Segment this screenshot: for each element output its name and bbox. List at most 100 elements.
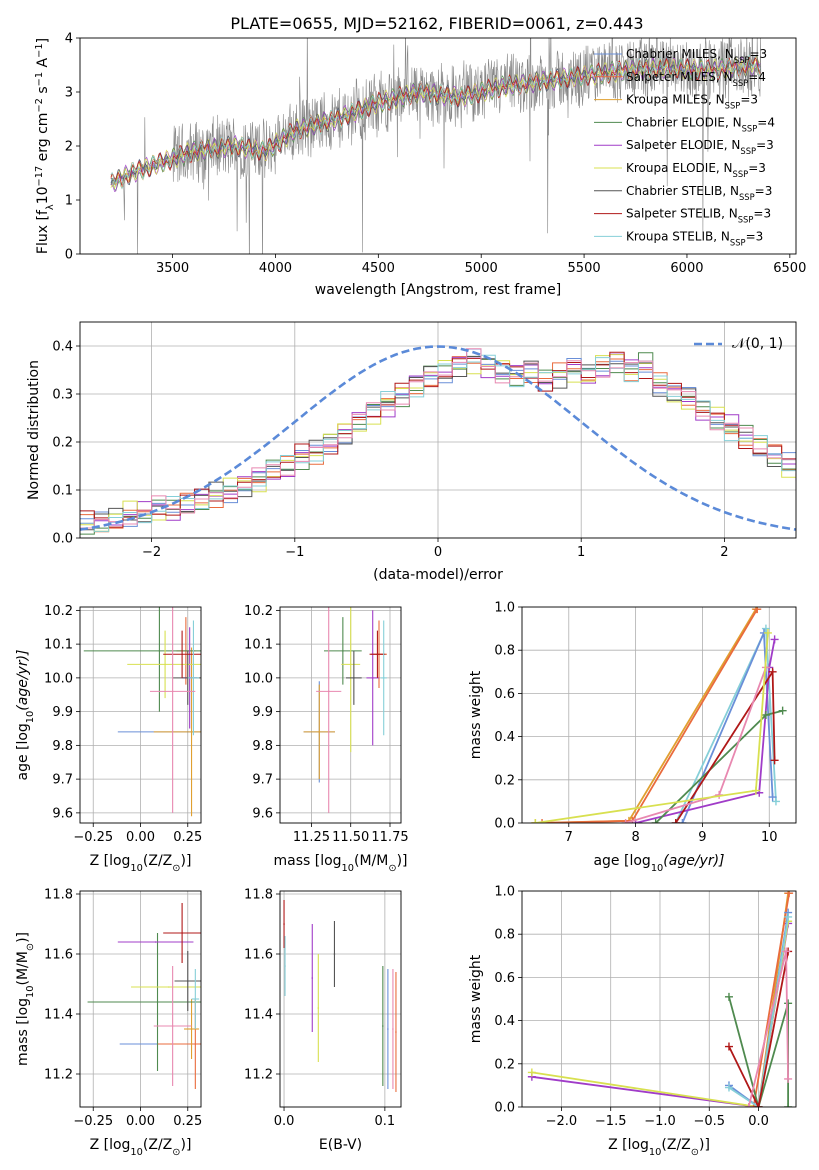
mass-vs-extinction-panel: 0.0 0.1 11.2 11.4 11.6 11.8 E(B-V) bbox=[244, 888, 402, 1153]
y-axis-label: mass weight bbox=[468, 670, 484, 759]
y-tick-label: 11.4 bbox=[244, 1008, 273, 1023]
legend-entry: Salpeter STELIB, NSSP=3 bbox=[626, 207, 771, 225]
series-marker bbox=[784, 912, 793, 921]
axes-frame bbox=[521, 890, 797, 1108]
x-axis-label: Z [log10(Z/Z⊙)] bbox=[90, 853, 192, 874]
legend-entry: Chabrier STELIB, NSSP=3 bbox=[626, 184, 772, 202]
x-tick-label: −1 bbox=[285, 545, 304, 560]
x-tick-label: −1.5 bbox=[595, 1114, 627, 1129]
y-axis-label: mass weight bbox=[468, 954, 484, 1043]
series-marker bbox=[538, 819, 547, 823]
data-point bbox=[376, 653, 379, 656]
y-tick-label: 10.1 bbox=[44, 638, 73, 653]
series-marker bbox=[778, 706, 787, 715]
y-tick-label: 10.2 bbox=[244, 604, 273, 619]
data-point bbox=[382, 677, 385, 679]
plot-area bbox=[522, 607, 796, 823]
data-point bbox=[156, 1001, 159, 1003]
y-tick-label: 0.6 bbox=[494, 971, 515, 986]
series-marker bbox=[761, 711, 770, 719]
series-marker bbox=[785, 891, 794, 898]
y-tick-label: 0.2 bbox=[52, 436, 73, 451]
y-tick-label: 9.8 bbox=[52, 739, 73, 754]
x-tick-label: 6000 bbox=[670, 261, 703, 276]
y-tick-label: 0.4 bbox=[52, 340, 73, 355]
data-point bbox=[190, 731, 193, 733]
x-tick-label: 3500 bbox=[156, 261, 189, 276]
series-marker bbox=[771, 797, 780, 806]
series-marker bbox=[678, 819, 687, 823]
y-tick-label: 0.6 bbox=[494, 687, 515, 702]
x-tick-label: 4500 bbox=[362, 261, 395, 276]
data-point bbox=[327, 690, 330, 693]
data-point bbox=[171, 1025, 174, 1027]
y-tick-label: 10.2 bbox=[44, 604, 73, 619]
series-line bbox=[752, 893, 790, 1107]
series-marker bbox=[724, 992, 733, 1001]
y-tick-label: 0.4 bbox=[494, 730, 515, 745]
series-marker bbox=[782, 947, 791, 956]
axes-frame bbox=[521, 606, 797, 824]
y-tick-label: 2 bbox=[65, 140, 73, 155]
series-marker bbox=[770, 635, 779, 644]
data-point bbox=[333, 953, 336, 955]
y-axis-label: Flux [fλ10−17 erg cm−2 s−1 A−1] bbox=[34, 38, 56, 254]
series-marker bbox=[753, 607, 762, 614]
x-tick-label: −1.0 bbox=[644, 1114, 676, 1129]
y-tick-label: 11.6 bbox=[44, 948, 73, 963]
legend-entry: Salpeter ELODIE, NSSP=3 bbox=[626, 138, 774, 156]
x-axis-label: E(B-V) bbox=[319, 1137, 362, 1153]
y-tick-label: 0.2 bbox=[494, 1057, 515, 1072]
data-point bbox=[353, 677, 355, 679]
y-tick-label: 0.0 bbox=[494, 817, 515, 832]
x-tick-label: 0 bbox=[434, 545, 442, 560]
plot-area bbox=[280, 607, 401, 823]
y-tick-label: 0.8 bbox=[494, 928, 515, 943]
x-tick-label: 0.25 bbox=[173, 1114, 202, 1129]
y-tick-label: 10.0 bbox=[44, 671, 73, 686]
plot-area bbox=[80, 607, 201, 823]
data-point bbox=[283, 923, 285, 925]
y-tick-label: 11.4 bbox=[44, 1008, 73, 1023]
x-tick-label: 0.0 bbox=[748, 1114, 769, 1129]
data-point bbox=[181, 653, 183, 656]
data-point bbox=[154, 941, 157, 943]
y-tick-label: 11.2 bbox=[244, 1068, 273, 1083]
gaussian-curve bbox=[80, 345, 796, 531]
plot-area bbox=[110, 38, 762, 254]
y-tick-label: 11.8 bbox=[244, 888, 273, 903]
x-tick-label: 6500 bbox=[773, 261, 806, 276]
data-point bbox=[371, 677, 374, 679]
x-tick-label: 4000 bbox=[259, 261, 292, 276]
data-point bbox=[181, 932, 183, 934]
figure-title: PLATE=0655, MJD=52162, FIBERID=0061, z=0… bbox=[230, 14, 643, 33]
data-point bbox=[190, 1028, 193, 1030]
x-tick-label: 0.25 bbox=[173, 830, 202, 845]
y-axis-label: age [log10(age/yr)] bbox=[15, 649, 36, 780]
histogram-step bbox=[80, 348, 796, 529]
y-tick-label: 0.1 bbox=[52, 484, 73, 499]
y-axis-label: mass [log10(M/M⊙)] bbox=[15, 932, 36, 1066]
histogram-step bbox=[80, 354, 796, 532]
y-tick-label: 0.0 bbox=[494, 1101, 515, 1116]
y-tick-label: 9.8 bbox=[252, 739, 273, 754]
y-tick-label: 0 bbox=[65, 248, 73, 263]
axes-frame bbox=[79, 606, 202, 824]
data-point bbox=[395, 1031, 397, 1033]
y-tick-label: 9.6 bbox=[252, 806, 273, 821]
x-tick-label: 0.00 bbox=[126, 830, 155, 845]
x-tick-label: −0.25 bbox=[73, 1114, 113, 1129]
x-axis-label: wavelength [Angstrom, rest frame] bbox=[315, 282, 561, 298]
plot-area bbox=[522, 891, 796, 1107]
residual-histogram-panel: −2 −1 0 1 2 0.0 0.1 0.2 0.3 0.4 𝒩(0, 1) (data-model… bbox=[26, 321, 797, 583]
axes-frame bbox=[279, 606, 402, 824]
data-point bbox=[186, 980, 189, 982]
series-marker bbox=[768, 667, 777, 676]
data-point bbox=[194, 1043, 197, 1045]
x-tick-label: 10 bbox=[761, 830, 778, 845]
series-marker bbox=[621, 819, 630, 823]
spectrum-panel: 3500 4000 4500 5000 5500 6000 6500 0 1 2 3 4 wavelen… bbox=[34, 32, 807, 299]
histogram-step bbox=[80, 352, 796, 535]
data-point bbox=[349, 663, 352, 666]
